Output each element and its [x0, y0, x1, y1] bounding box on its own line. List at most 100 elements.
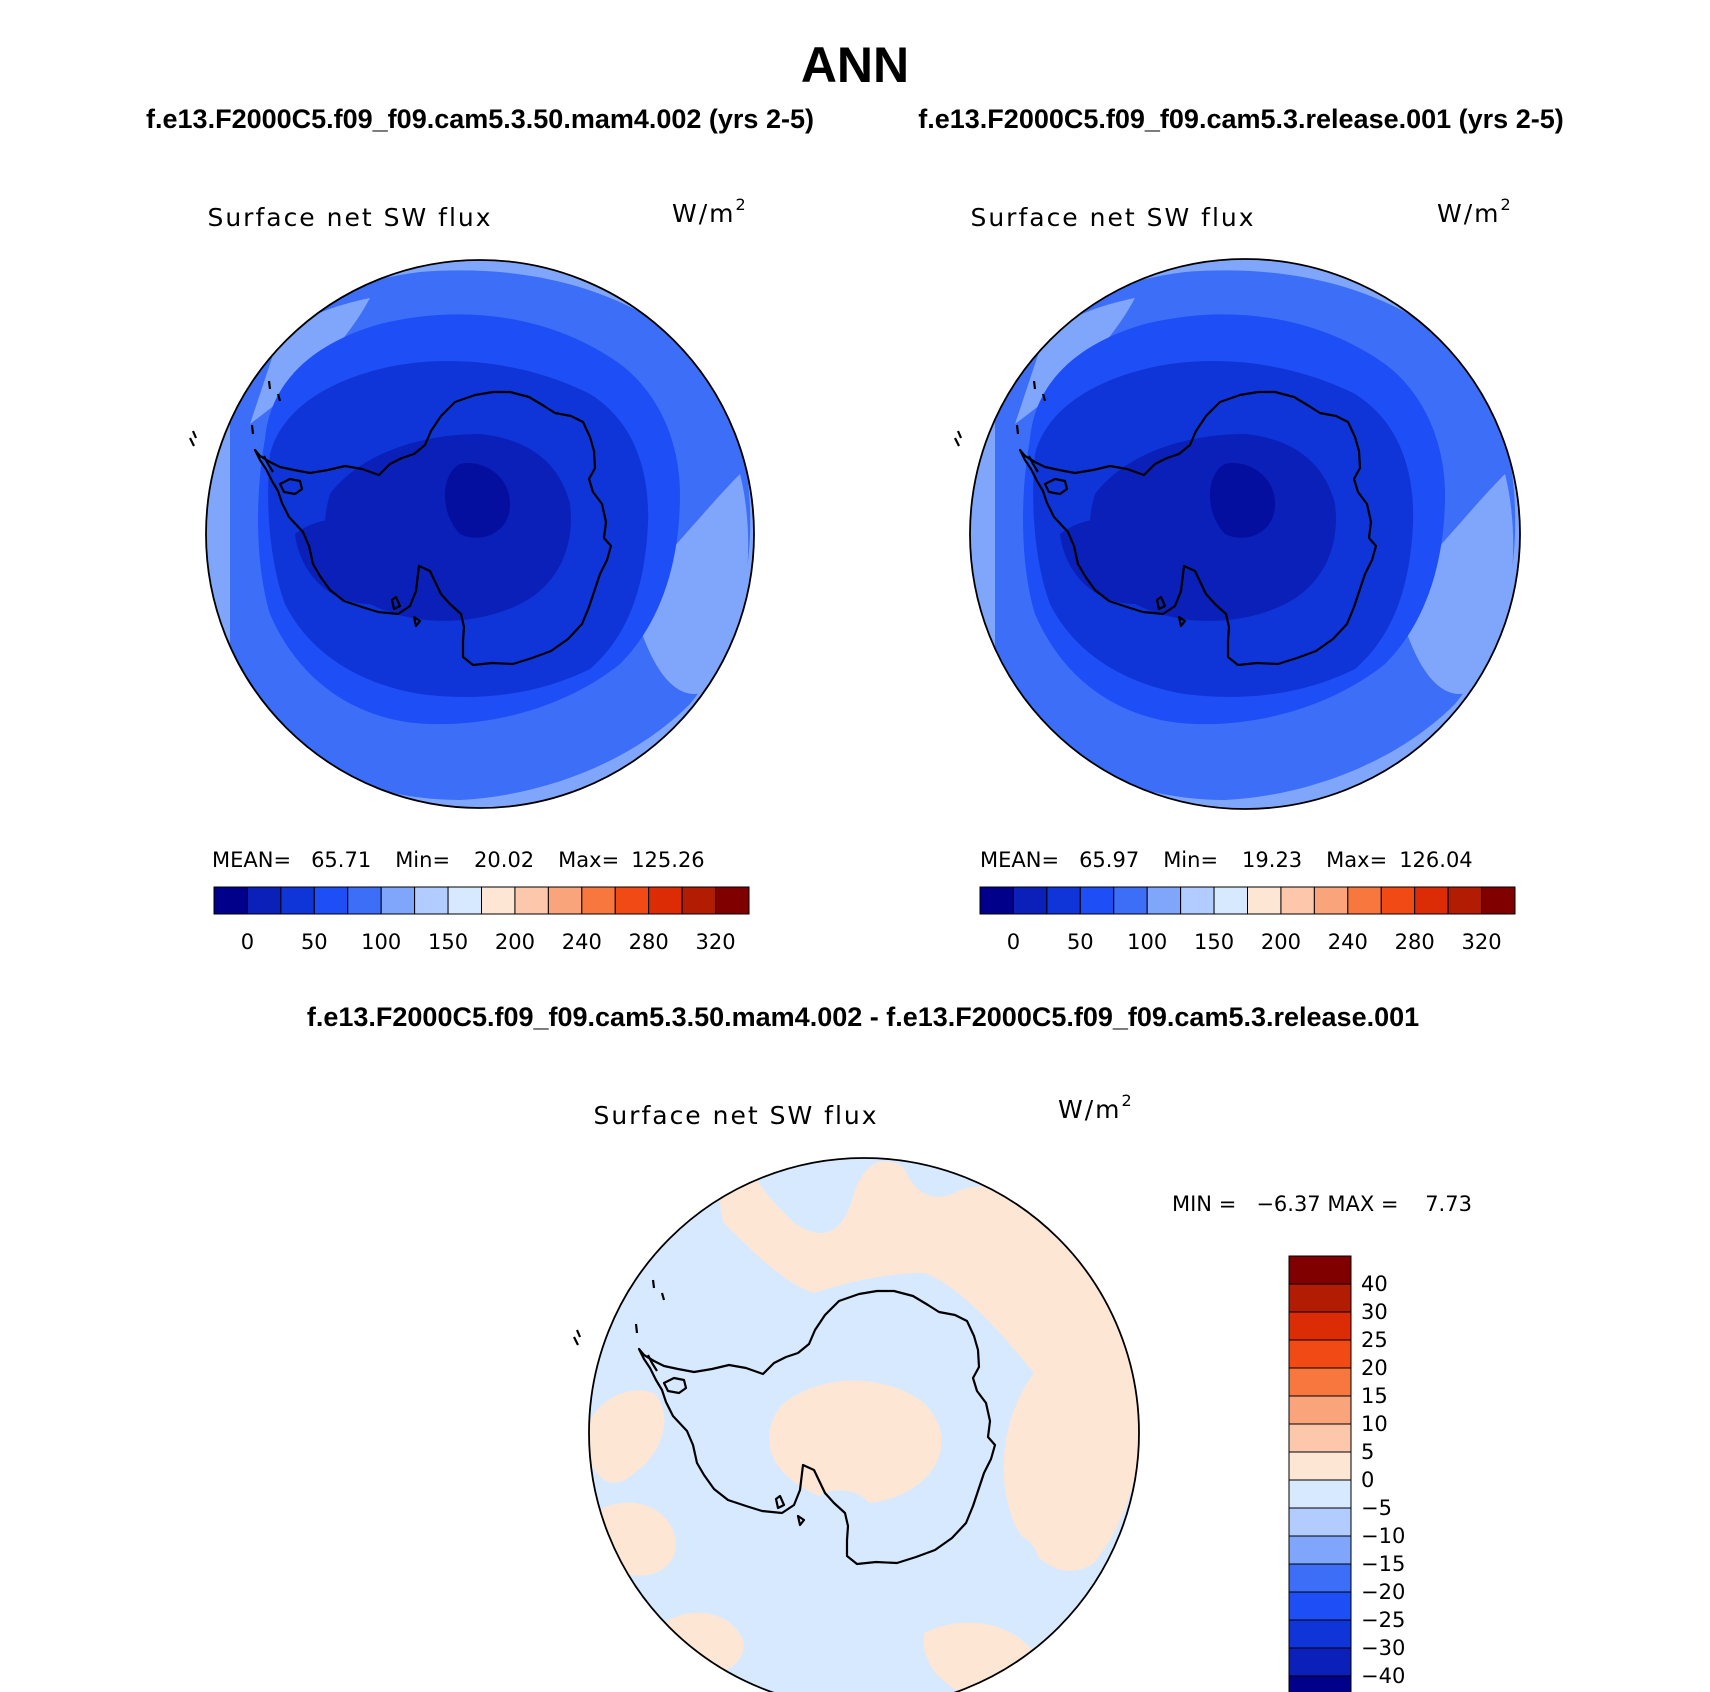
panel-left-colorbar-swatch — [648, 886, 683, 915]
panel-right-colorbar: 0 50 100 150 200 240 280 320 — [979, 886, 1516, 954]
panel-diff-minmax: MIN = −6.37 MAX = 7.73 — [1172, 1192, 1472, 1216]
panel-left-colorbar-swatch — [514, 886, 549, 915]
panel-right-colorbar-swatch — [1079, 886, 1115, 915]
panel-right-colorbar-swatch — [1012, 886, 1048, 915]
panel-right-colorbar-swatch — [1213, 886, 1248, 915]
panel-right-colorbar-swatch — [1447, 886, 1483, 915]
panel-diff-colorbar-swatch — [1288, 1479, 1352, 1509]
panel-right-colorbar-swatch — [1280, 886, 1315, 915]
panel-left-colorbar-swatch — [347, 886, 382, 915]
panel-left-units: W/m2 — [672, 195, 748, 228]
panel-right-colorbar-swatch — [979, 886, 1014, 915]
panel-right-case-title: f.e13.F2000C5.f09_f09.cam5.3.release.001… — [918, 104, 1563, 134]
panel-diff-colorbar-label: −5 — [1361, 1496, 1392, 1520]
panel-right-colorbar-label: 100 — [1127, 930, 1167, 954]
panel-diff-colorbar-swatch — [1288, 1647, 1352, 1677]
panel-diff-colorbar-label: 5 — [1361, 1440, 1374, 1464]
panel-diff-colorbar-label: 20 — [1361, 1356, 1388, 1380]
panel-diff-colorbar-swatch — [1288, 1255, 1352, 1285]
panel-diff-colorbar-label: 40 — [1361, 1272, 1388, 1296]
panel-diff-colorbar-swatch — [1288, 1563, 1352, 1593]
panel-left-colorbar-swatch — [280, 886, 315, 915]
panel-diff-colorbar-label: −25 — [1361, 1608, 1405, 1632]
panel-left-case-title: f.e13.F2000C5.f09_f09.cam5.3.50.mam4.002… — [146, 104, 814, 134]
panel-left-colorbar: 0 50 100 150 200 240 280 320 — [213, 886, 750, 954]
panel-diff-colorbar-swatch — [1288, 1619, 1352, 1649]
panel-left-colorbar-label: 100 — [361, 930, 401, 954]
panel-right-colorbar-swatch — [1113, 886, 1148, 915]
panel-right-colorbar-label: 320 — [1462, 930, 1502, 954]
panel-left-colorbar-swatch — [380, 886, 416, 915]
panel-diff-colorbar-label: −30 — [1361, 1636, 1405, 1660]
panel-right-colorbar-label: 50 — [1067, 930, 1094, 954]
panel-right-colorbar-swatch — [1046, 886, 1081, 915]
panel-diff-colorbar-swatch — [1288, 1535, 1352, 1565]
panel-diff-colorbar-swatch — [1288, 1675, 1352, 1692]
panel-diff-colorbar-label: 25 — [1361, 1328, 1388, 1352]
panel-left-colorbar-label: 200 — [495, 930, 535, 954]
panel-diff-colorbar-swatch — [1288, 1423, 1352, 1453]
panel-right-stats: MEAN= 65.97 Min= 19.23 Max= 126.04 — [980, 848, 1473, 872]
panel-left-colorbar-label: 0 — [241, 930, 254, 954]
panel-right-colorbar-swatch — [1414, 886, 1449, 915]
panel-diff-colorbar-swatch — [1288, 1395, 1352, 1425]
diff-case-title: f.e13.F2000C5.f09_f09.cam5.3.50.mam4.002… — [307, 1002, 1419, 1032]
panel-left: Surface net SW flux W/m2 MEAN= 65.71 Min= 2… — [188, 195, 755, 954]
panel-right-colorbar-swatch — [1180, 886, 1215, 915]
panel-diff-units: W/m2 — [1058, 1091, 1134, 1124]
panel-right-colorbar-label: 200 — [1261, 930, 1301, 954]
panel-right-field-label: Surface net SW flux — [970, 203, 1255, 232]
panel-left-colorbar-label: 240 — [562, 930, 602, 954]
panel-left-colorbar-swatch — [715, 886, 750, 915]
panel-diff: Surface net SW flux W/m2 MIN = −6.37 MAX… — [572, 1091, 1472, 1692]
panel-right-colorbar-label: 240 — [1328, 930, 1368, 954]
panel-diff-colorbar: 40 30 25 20 15 10 5 0 −5 −10 −15 −20 −25 −30 −40 — [1288, 1255, 1405, 1692]
panel-diff-colorbar-swatch — [1288, 1591, 1352, 1621]
panel-left-colorbar-swatch — [414, 886, 449, 915]
panel-diff-colorbar-label: −10 — [1361, 1524, 1405, 1548]
panel-diff-field-label: Surface net SW flux — [593, 1101, 878, 1130]
panel-right-colorbar-swatch — [1146, 886, 1182, 915]
panel-left-colorbar-swatch — [447, 886, 482, 915]
panel-left-colorbar-label: 50 — [301, 930, 328, 954]
panel-diff-map — [572, 1157, 1140, 1692]
panel-right-units: W/m2 — [1437, 195, 1513, 228]
panel-diff-colorbar-label: −15 — [1361, 1552, 1405, 1576]
panel-diff-colorbar-swatch — [1288, 1451, 1352, 1481]
panel-right-colorbar-swatch — [1481, 886, 1516, 915]
panel-diff-colorbar-swatch — [1288, 1507, 1352, 1537]
figure-title: ANN — [801, 37, 909, 93]
panel-right-map — [953, 258, 1521, 810]
panel-left-colorbar-swatch — [681, 886, 717, 915]
panel-left-map — [188, 259, 755, 809]
panel-diff-colorbar-label: −40 — [1361, 1664, 1405, 1688]
panel-left-stats: MEAN= 65.71 Min= 20.02 Max= 125.26 — [212, 848, 705, 872]
panel-right: Surface net SW flux W/m2 MEAN= 65.97 Min= 1… — [953, 195, 1521, 954]
panel-diff-colorbar-swatch — [1288, 1339, 1352, 1369]
panel-right-colorbar-label: 0 — [1007, 930, 1020, 954]
panel-diff-colorbar-label: 30 — [1361, 1300, 1388, 1324]
panel-left-colorbar-swatch — [313, 886, 349, 915]
panel-left-colorbar-swatch — [481, 886, 516, 915]
panel-left-colorbar-label: 320 — [696, 930, 736, 954]
panel-left-colorbar-swatch — [547, 886, 583, 915]
panel-left-colorbar-swatch — [246, 886, 282, 915]
panel-right-colorbar-swatch — [1247, 886, 1282, 915]
panel-diff-colorbar-label: −20 — [1361, 1580, 1405, 1604]
panel-left-colorbar-swatch — [581, 886, 616, 915]
panel-diff-colorbar-swatch — [1288, 1367, 1352, 1397]
panel-left-colorbar-label: 280 — [629, 930, 669, 954]
panel-left-colorbar-swatch — [213, 886, 248, 915]
panel-right-colorbar-label: 280 — [1395, 930, 1435, 954]
panel-right-colorbar-swatch — [1347, 886, 1382, 915]
panel-diff-colorbar-swatch — [1288, 1311, 1352, 1341]
panel-right-colorbar-swatch — [1313, 886, 1349, 915]
panel-right-colorbar-label: 150 — [1194, 930, 1234, 954]
panel-right-colorbar-swatch — [1380, 886, 1416, 915]
panel-diff-colorbar-label: 15 — [1361, 1384, 1388, 1408]
panel-diff-colorbar-label: 0 — [1361, 1468, 1374, 1492]
panel-left-colorbar-label: 150 — [428, 930, 468, 954]
panel-left-field-label: Surface net SW flux — [207, 203, 492, 232]
panel-left-colorbar-swatch — [614, 886, 650, 915]
